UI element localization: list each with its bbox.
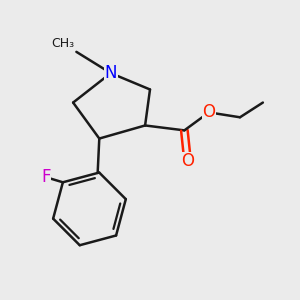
Text: O: O <box>181 152 194 170</box>
Text: N: N <box>104 64 117 82</box>
Text: O: O <box>202 103 215 122</box>
Text: CH₃: CH₃ <box>52 37 75 50</box>
Text: F: F <box>41 168 50 186</box>
